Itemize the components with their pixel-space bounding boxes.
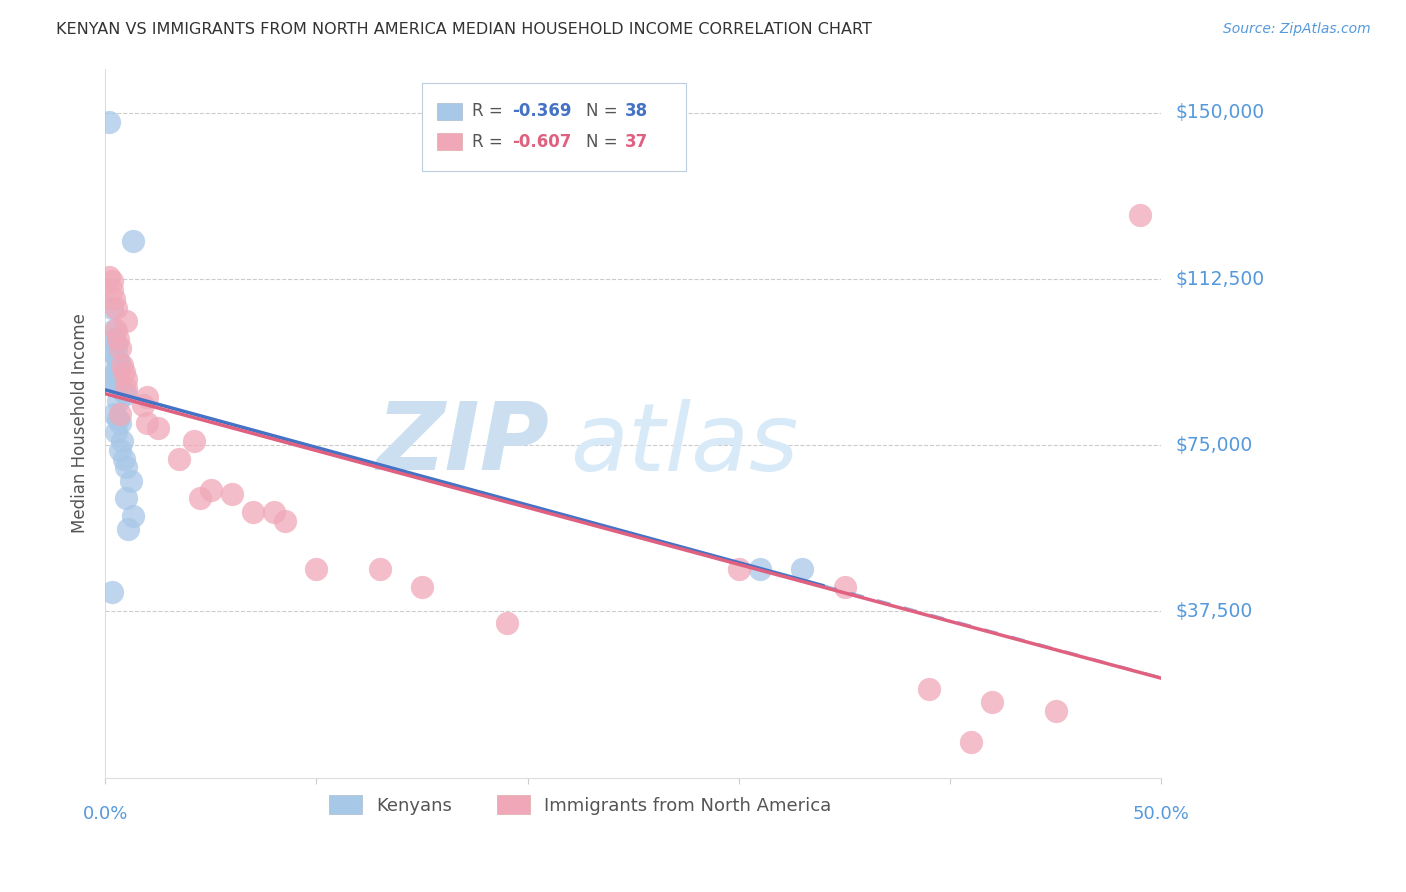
Point <box>121 235 143 249</box>
Point <box>728 562 751 576</box>
Point <box>108 442 131 457</box>
Text: Source: ZipAtlas.com: Source: ZipAtlas.com <box>1223 22 1371 37</box>
Point <box>108 381 131 395</box>
Point <box>104 376 127 391</box>
Point <box>104 425 127 439</box>
Point <box>107 332 129 346</box>
Point <box>100 274 122 288</box>
Point <box>104 350 127 364</box>
Text: 50.0%: 50.0% <box>1133 805 1189 823</box>
Point <box>1129 208 1152 222</box>
Text: $150,000: $150,000 <box>1175 103 1264 122</box>
Point <box>242 505 264 519</box>
Point <box>792 562 814 576</box>
Text: 37: 37 <box>624 133 648 151</box>
Point <box>274 514 297 528</box>
Point <box>103 407 125 421</box>
Point <box>263 505 285 519</box>
Text: $112,500: $112,500 <box>1175 269 1264 288</box>
Text: KENYAN VS IMMIGRANTS FROM NORTH AMERICA MEDIAN HOUSEHOLD INCOME CORRELATION CHAR: KENYAN VS IMMIGRANTS FROM NORTH AMERICA … <box>56 22 872 37</box>
Text: -0.369: -0.369 <box>512 102 571 120</box>
Text: ZIP: ZIP <box>375 399 548 491</box>
Point <box>100 345 122 359</box>
Point <box>107 354 129 368</box>
Text: N =: N = <box>586 102 623 120</box>
Point <box>115 381 138 395</box>
Point <box>749 562 772 576</box>
Point <box>100 372 122 386</box>
Point <box>117 523 139 537</box>
Point <box>981 695 1004 709</box>
Point <box>112 385 135 400</box>
Point <box>115 372 138 386</box>
Point <box>107 411 129 425</box>
FancyBboxPatch shape <box>437 103 463 120</box>
Point <box>112 365 135 379</box>
Point <box>107 393 129 408</box>
Text: -0.607: -0.607 <box>512 133 571 151</box>
Point <box>111 359 134 373</box>
Text: $37,500: $37,500 <box>1175 602 1253 621</box>
Point <box>834 580 856 594</box>
Point <box>121 509 143 524</box>
Point <box>103 292 125 306</box>
Point <box>305 562 328 576</box>
Point <box>104 363 127 377</box>
FancyBboxPatch shape <box>437 133 463 150</box>
Point <box>221 487 243 501</box>
Point <box>200 483 222 497</box>
Point <box>115 387 138 401</box>
Point <box>146 420 169 434</box>
Point <box>104 336 127 351</box>
Point <box>98 114 121 128</box>
Legend: Kenyans, Immigrants from North America: Kenyans, Immigrants from North America <box>322 788 839 822</box>
Point <box>108 378 131 392</box>
FancyBboxPatch shape <box>422 83 686 171</box>
Point <box>188 491 211 506</box>
Point <box>107 368 129 382</box>
Point <box>108 407 131 421</box>
Point <box>100 283 122 297</box>
Point <box>115 460 138 475</box>
Text: R =: R = <box>472 133 508 151</box>
Text: $75,000: $75,000 <box>1175 436 1253 455</box>
Point <box>98 269 121 284</box>
Point <box>104 341 127 355</box>
Point <box>103 332 125 346</box>
Point <box>411 580 433 594</box>
Point <box>918 681 941 696</box>
Point <box>960 735 983 749</box>
Text: atlas: atlas <box>569 399 799 490</box>
Point <box>115 314 138 328</box>
Point <box>112 451 135 466</box>
Point <box>100 301 122 315</box>
Point <box>1045 704 1067 718</box>
Point <box>115 491 138 506</box>
Point <box>136 416 159 430</box>
Text: R =: R = <box>472 102 508 120</box>
Point <box>104 323 127 337</box>
Point <box>108 341 131 355</box>
Point <box>183 434 205 448</box>
Point <box>120 474 142 488</box>
Point <box>368 562 391 576</box>
Point <box>111 383 134 397</box>
Text: 38: 38 <box>624 102 648 120</box>
Point <box>111 434 134 448</box>
Y-axis label: Median Household Income: Median Household Income <box>72 313 89 533</box>
Point <box>495 615 517 630</box>
Point <box>108 359 131 373</box>
Point <box>167 451 190 466</box>
Text: N =: N = <box>586 133 623 151</box>
Point <box>104 301 127 315</box>
Point <box>108 416 131 430</box>
Point <box>136 390 159 404</box>
Text: 0.0%: 0.0% <box>83 805 128 823</box>
Point <box>103 323 125 337</box>
Point <box>103 368 125 382</box>
Point <box>132 398 155 412</box>
Point <box>107 356 129 370</box>
Point <box>100 584 122 599</box>
